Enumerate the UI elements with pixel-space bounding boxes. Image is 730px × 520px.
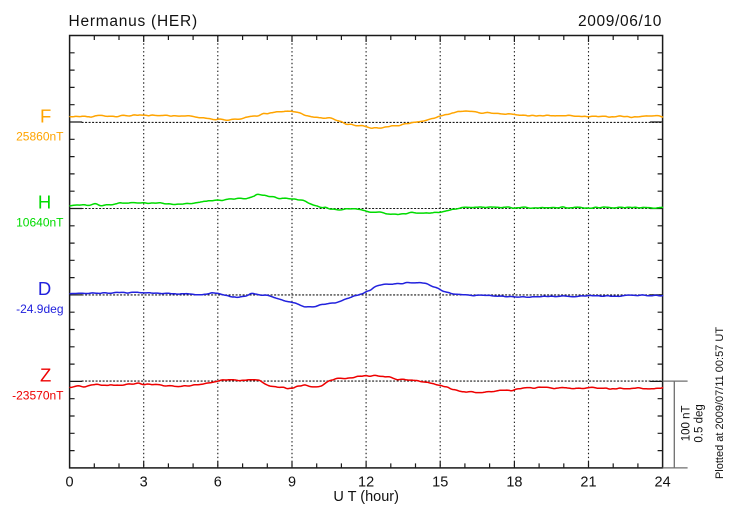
svg-text:Hermanus (HER): Hermanus (HER): [69, 13, 198, 30]
svg-text:9: 9: [288, 474, 296, 490]
svg-text:18: 18: [506, 474, 522, 490]
svg-text:24: 24: [655, 474, 671, 490]
svg-text:0: 0: [66, 474, 74, 490]
svg-text:10640nT: 10640nT: [16, 216, 64, 230]
svg-text:2009/06/10: 2009/06/10: [578, 13, 662, 30]
svg-text:H: H: [38, 192, 51, 213]
svg-text:F: F: [40, 106, 51, 127]
svg-text:6: 6: [214, 474, 222, 490]
svg-text:D: D: [38, 278, 51, 299]
svg-text:21: 21: [580, 474, 596, 490]
svg-text:100 nT: 100 nT: [681, 405, 693, 441]
svg-text:15: 15: [432, 474, 448, 490]
svg-text:25860nT: 25860nT: [16, 130, 64, 144]
svg-text:Z: Z: [40, 364, 51, 385]
svg-text:-23570nT: -23570nT: [12, 388, 64, 402]
svg-text:3: 3: [140, 474, 148, 490]
svg-text:0.5 deg: 0.5 deg: [694, 404, 706, 442]
svg-text:Plotted at 2009/07/11 00:57 UT: Plotted at 2009/07/11 00:57 UT: [714, 327, 726, 479]
svg-text:-24.9deg: -24.9deg: [16, 302, 63, 316]
svg-text:U T (hour): U T (hour): [333, 489, 399, 505]
svg-text:12: 12: [358, 474, 374, 490]
